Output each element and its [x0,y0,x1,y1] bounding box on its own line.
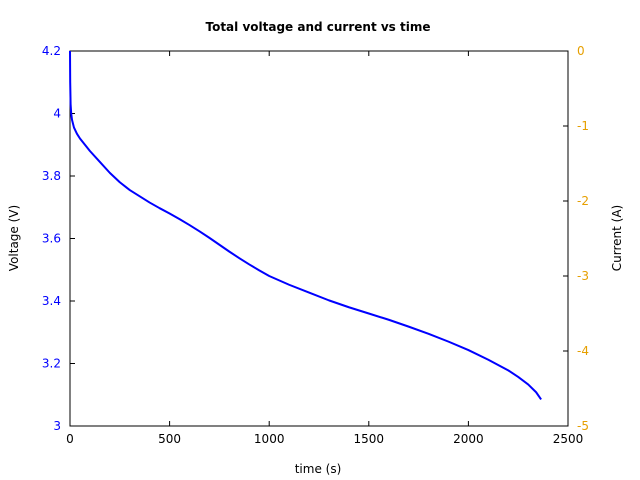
y-tick-label: 3.8 [42,169,61,183]
y-axis-title: Voltage (V) [7,205,21,271]
y-tick-label: 3.2 [42,357,61,371]
plot-frame [69,50,569,427]
y2-tick-label: -1 [577,119,589,133]
y2-tick-label: 0 [577,44,585,58]
x-tick-label: 500 [158,432,181,446]
y2-tick-label: -2 [577,194,589,208]
y2-axis-title: Current (A) [610,205,624,271]
x-tick-label: 2500 [553,432,584,446]
ticks-layer: 0 500 1000 1500 2000 2500 3 3.2 3.4 3.6 3.8 4 4.2 -5 -… [42,44,589,446]
y2-tick-label: -5 [577,419,589,433]
y2-tick-label: -3 [577,269,589,283]
y2-tick-label: -4 [577,344,589,358]
y-tick-label: 4 [53,107,61,121]
x-tick-label: 1500 [354,432,385,446]
y-tick-label: 4.2 [42,44,61,58]
y-tick-label: 3 [53,419,61,433]
chart-title: Total voltage and current vs time [205,20,430,34]
y-tick-label: 3.6 [42,232,61,246]
y-tick-label: 3.4 [42,294,61,308]
x-tick-label: 2000 [453,432,484,446]
x-tick-label: 1000 [254,432,285,446]
x-tick-label: 0 [66,432,74,446]
x-axis-title: time (s) [295,462,342,476]
voltage-series-line [69,50,542,401]
